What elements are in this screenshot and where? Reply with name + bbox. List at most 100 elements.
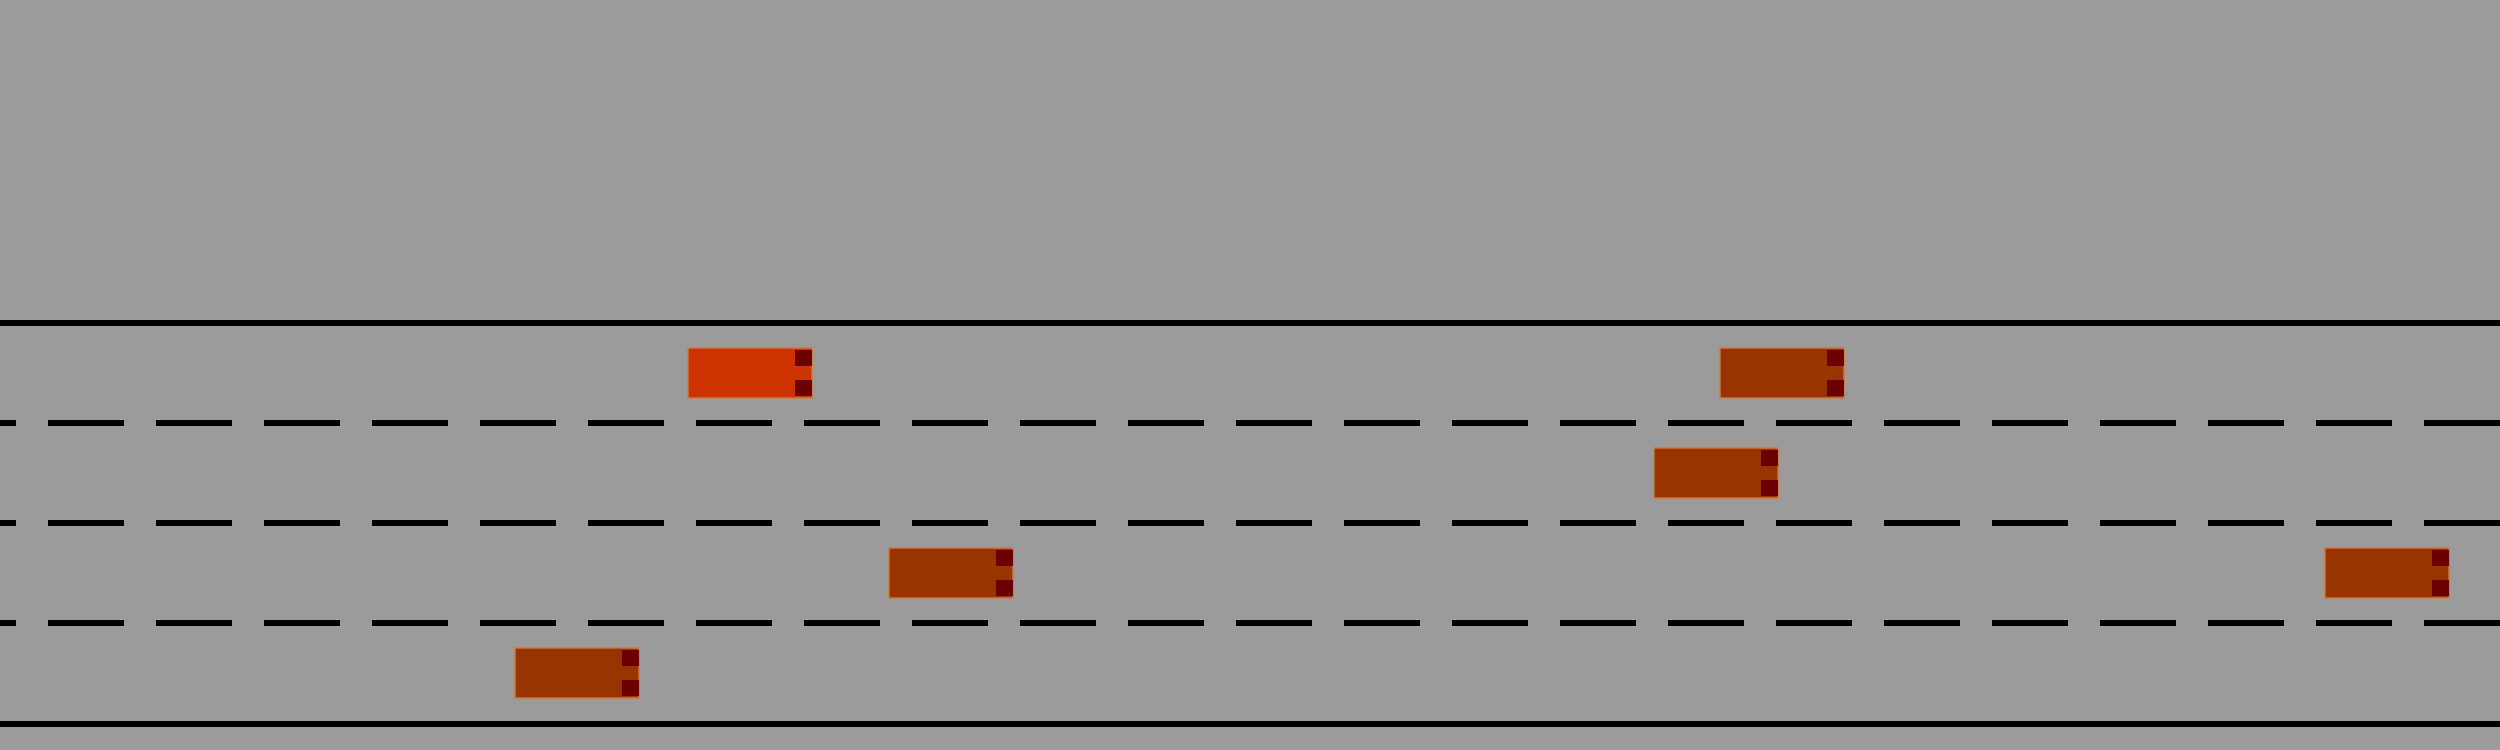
lane-dash [2424, 420, 2500, 426]
lane-dash [2316, 520, 2392, 526]
lane-dash [0, 420, 16, 426]
lane-dash [2316, 620, 2392, 626]
lane-dash [2100, 520, 2176, 526]
lane-dash [1452, 620, 1528, 626]
vehicles [514, 347, 2450, 699]
lane-divider-3 [0, 620, 2500, 626]
headlight-left-icon [2432, 550, 2449, 566]
lane-dash [2208, 520, 2284, 526]
lane-dash [1668, 620, 1744, 626]
lane-dash [1128, 620, 1204, 626]
lane-dash [372, 420, 448, 426]
vehicle-body [1719, 347, 1845, 399]
vehicle-body [514, 647, 640, 699]
headlight-left-icon [1827, 350, 1844, 366]
lane-dash [1560, 420, 1636, 426]
lane-dash [588, 620, 664, 626]
traffic-vehicle-car-2 [1653, 447, 1779, 499]
lane-dash [1992, 520, 2068, 526]
lane-dash [1776, 420, 1852, 426]
lane-dash [696, 520, 772, 526]
lane-dash [588, 520, 664, 526]
headlight-right-icon [622, 680, 639, 696]
headlight-right-icon [1827, 380, 1844, 396]
vehicle-body [888, 547, 1014, 599]
lane-dash [1344, 620, 1420, 626]
lane-dash [1020, 520, 1096, 526]
lane-dash [2100, 420, 2176, 426]
lane-dash [1128, 420, 1204, 426]
lane-dash [264, 420, 340, 426]
lane-dash [2424, 520, 2500, 526]
lane-dash [48, 520, 124, 526]
headlight-right-icon [795, 380, 812, 396]
lane-dash [696, 420, 772, 426]
lane-dash [1776, 620, 1852, 626]
road-edge-bottom [0, 721, 2500, 727]
lane-dash [1992, 620, 2068, 626]
vehicle-body [687, 347, 813, 399]
headlight-left-icon [622, 650, 639, 666]
lane-dash [1776, 520, 1852, 526]
lane-dash [1344, 420, 1420, 426]
lane-dash [480, 420, 556, 426]
lane-dash [156, 620, 232, 626]
lane-dash [1560, 520, 1636, 526]
lane-dash [1884, 520, 1960, 526]
lane-dash [1236, 420, 1312, 426]
headlight-right-icon [996, 580, 1013, 596]
lane-dash [1668, 420, 1744, 426]
lane-dash [48, 620, 124, 626]
headlight-left-icon [1761, 450, 1778, 466]
lane-dash [804, 620, 880, 626]
traffic-vehicle-car-4 [2324, 547, 2450, 599]
lane-dash [912, 520, 988, 526]
lane-dash [1236, 620, 1312, 626]
lane-dash [0, 620, 16, 626]
lane-markings [0, 420, 2500, 626]
lane-dash [1452, 520, 1528, 526]
headlight-right-icon [1761, 480, 1778, 496]
lane-dash [480, 620, 556, 626]
lane-dash [2424, 620, 2500, 626]
lane-dash [1020, 620, 1096, 626]
lane-dash [48, 420, 124, 426]
traffic-vehicle-car-3 [888, 547, 1014, 599]
lane-dash [1236, 520, 1312, 526]
lane-dash [1668, 520, 1744, 526]
lane-divider-2 [0, 520, 2500, 526]
lane-dash [1344, 520, 1420, 526]
vehicle-body [2324, 547, 2450, 599]
lane-dash [372, 520, 448, 526]
lane-dash [156, 520, 232, 526]
lane-dash [696, 620, 772, 626]
lane-dash [1128, 520, 1204, 526]
lane-dash [588, 420, 664, 426]
lane-dash [0, 520, 16, 526]
vehicle-body [1653, 447, 1779, 499]
road-edge-top [0, 320, 2500, 326]
lane-dash [2208, 420, 2284, 426]
lane-dash [480, 520, 556, 526]
lane-dash [1884, 420, 1960, 426]
lane-dash [1452, 420, 1528, 426]
traffic-vehicle-car-1 [1719, 347, 1845, 399]
lane-dash [1992, 420, 2068, 426]
lane-dash [264, 520, 340, 526]
lane-dash [912, 420, 988, 426]
lane-dash [912, 620, 988, 626]
lane-dash [804, 520, 880, 526]
lane-dash [1884, 620, 1960, 626]
lane-dash [1020, 420, 1096, 426]
lane-dash [804, 420, 880, 426]
lane-divider-1 [0, 420, 2500, 426]
lane-dash [1560, 620, 1636, 626]
headlight-right-icon [2432, 580, 2449, 596]
lane-dash [2100, 620, 2176, 626]
lane-dash [2208, 620, 2284, 626]
traffic-vehicle-car-5 [514, 647, 640, 699]
lane-dash [2316, 420, 2392, 426]
ego-vehicle [687, 347, 813, 399]
lane-dash [372, 620, 448, 626]
